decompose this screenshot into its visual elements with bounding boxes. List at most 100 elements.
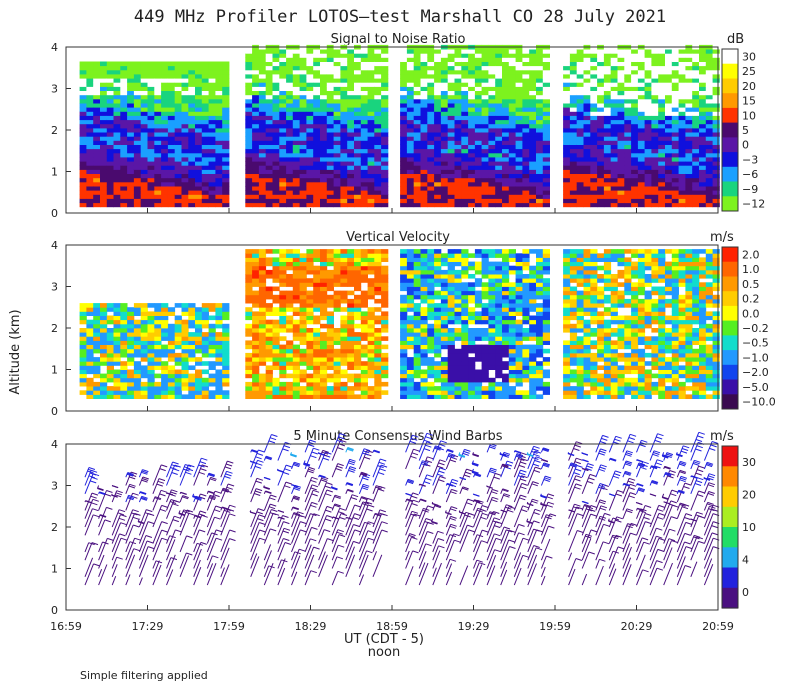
velocity-cell [468,311,476,316]
velocity-cell [326,328,334,333]
velocity-cell [313,352,321,358]
snr-cell [195,82,203,87]
snr-cell [624,152,632,158]
snr-cell [712,107,720,112]
colorbar-swatch [722,107,738,124]
snr-cell [671,144,679,150]
snr-cell [100,98,108,104]
velocity-cell [147,328,155,333]
snr-cell [637,86,646,91]
velocity-cell [434,377,442,383]
snr-cell [569,53,578,58]
snr-cell [563,190,571,195]
snr-cell [420,57,428,62]
velocity-cell [167,373,176,379]
snr-cell [529,65,537,71]
velocity-cell [106,357,114,362]
velocity-cell [258,361,267,366]
snr-cell [447,152,455,158]
snr-cell [133,74,142,79]
snr-cell [495,186,503,191]
velocity-cell [374,381,382,387]
velocity-cell [413,253,421,258]
velocity-cell [106,390,114,395]
velocity-cell [208,332,216,337]
snr-cell [333,65,341,71]
snr-cell [147,136,155,141]
velocity-cell [400,336,408,341]
velocity-cell [326,352,334,358]
snr-cell [569,169,578,174]
snr-cell [495,190,503,195]
velocity-cell [272,294,280,300]
snr-cell [515,152,523,158]
snr-cell [113,86,121,91]
velocity-cell [447,328,455,333]
velocity-cell [440,278,449,283]
snr-cell [590,177,598,183]
snr-cell [542,186,550,191]
snr-cell [603,82,612,87]
velocity-cell [461,315,469,321]
velocity-cell [265,311,273,316]
snr-cell [678,123,686,129]
snr-cell [167,98,176,104]
velocity-cell [447,386,455,391]
snr-cell [699,165,707,170]
snr-cell [367,169,375,174]
velocity-cell [481,282,489,287]
velocity-cell [265,269,273,275]
velocity-cell [140,311,148,316]
snr-cell [272,94,280,100]
snr-cell [245,140,253,145]
snr-cell [671,202,679,208]
velocity-cell [454,332,462,337]
snr-cell [468,177,476,183]
snr-cell [79,103,87,108]
snr-cell [299,148,307,154]
snr-cell [583,78,591,83]
velocity-cell [252,294,260,300]
snr-cell [406,165,415,170]
velocity-cell [154,303,162,308]
velocity-cell [413,282,421,287]
velocity-cell [461,257,469,262]
snr-cell [79,86,87,91]
snr-cell [658,119,666,125]
snr-cell [563,49,571,54]
snr-cell [161,65,169,71]
snr-cell [434,194,442,199]
velocity-cell [406,257,415,262]
snr-cell [671,132,679,137]
snr-cell [637,161,646,166]
velocity-cell [252,357,260,362]
snr-cell [133,202,142,208]
snr-cell [447,161,455,166]
snr-cell [400,140,408,145]
snr-cell [133,161,142,166]
snr-cell [127,65,135,71]
snr-cell [651,148,659,154]
snr-cell [610,111,618,116]
snr-cell [161,165,169,170]
snr-cell [272,186,280,191]
velocity-cell [400,365,408,370]
snr-cell [347,69,355,75]
snr-cell [313,115,321,121]
snr-cell [222,65,230,71]
snr-cell [340,181,348,187]
snr-cell [597,123,605,129]
velocity-cell [400,357,408,362]
velocity-cell [133,373,142,379]
snr-cell [563,107,571,112]
snr-cell [610,94,618,100]
velocity-cell [222,303,230,308]
velocity-cell [413,361,421,366]
velocity-cell [279,381,287,387]
snr-cell [140,152,148,158]
snr-cell [637,57,646,62]
velocity-cell [427,294,435,300]
snr-cell [474,115,483,121]
velocity-cell [100,315,108,321]
snr-cell [154,111,162,116]
